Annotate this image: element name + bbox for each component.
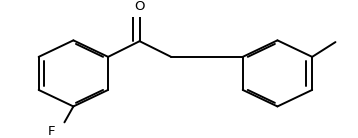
Text: O: O (134, 0, 145, 13)
Text: F: F (48, 125, 55, 138)
